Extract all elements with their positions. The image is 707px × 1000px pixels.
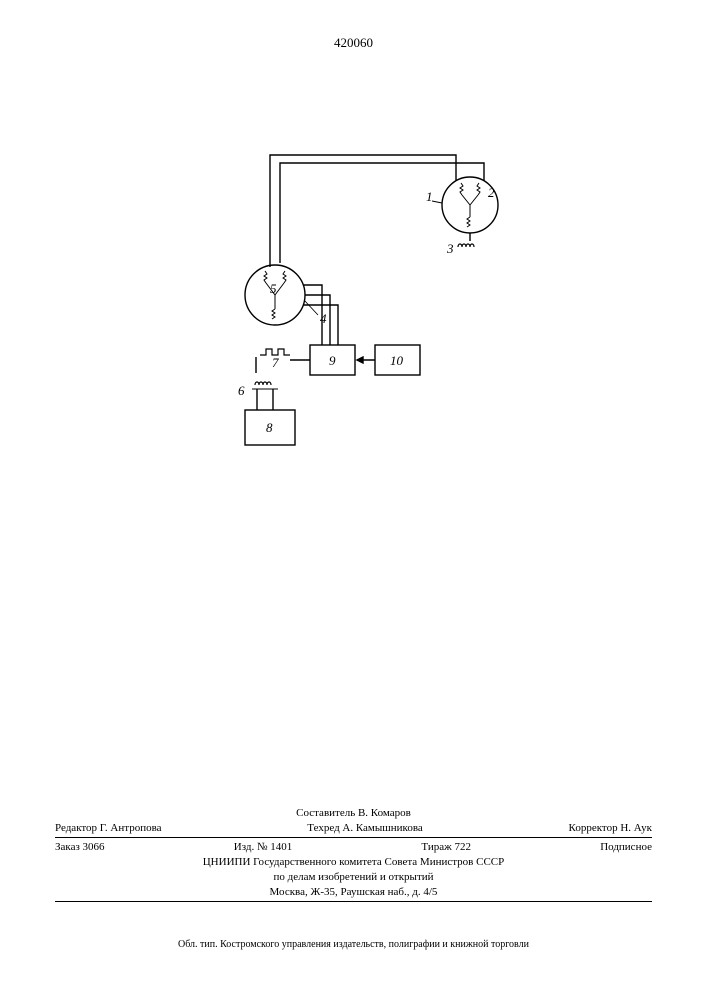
footer-order: Заказ 3066: [55, 841, 105, 853]
diagram-label-6: 6: [238, 383, 245, 398]
footer-bottom: Обл. тип. Костромского управления издате…: [55, 939, 652, 950]
footer-org1: ЦНИИПИ Государственного комитета Совета …: [55, 856, 652, 868]
footer: Составитель В. Комаров Редактор Г. Антро…: [55, 804, 652, 905]
footer-tirazh: Тираж 722: [421, 841, 471, 853]
footer-izd: Изд. № 1401: [234, 841, 292, 853]
footer-compiler: Составитель В. Комаров: [55, 807, 652, 819]
diagram-label-10: 10: [390, 353, 404, 368]
footer-org3: Москва, Ж-35, Раушская наб., д. 4/5: [55, 886, 652, 898]
footer-techred: Техред А. Камышникова: [307, 822, 422, 834]
footer-sign: Подписное: [600, 841, 652, 853]
diagram-label-7: 7: [272, 355, 279, 370]
diagram-label-2: 2: [488, 185, 495, 200]
footer-corrector: Корректор Н. Аук: [569, 822, 652, 834]
footer-editor: Редактор Г. Антропова: [55, 822, 162, 834]
diagram-label-9: 9: [329, 353, 336, 368]
schematic-diagram: 1 2 3 4 5 6 7 8 9 10: [210, 145, 530, 505]
footer-org2: по делам изобретений и открытий: [55, 871, 652, 883]
diagram-label-3: 3: [446, 241, 454, 256]
diagram-label-4: 4: [320, 311, 327, 326]
diagram-label-8: 8: [266, 420, 273, 435]
diagram-label-5: 5: [270, 281, 277, 296]
diagram-label-1: 1: [426, 189, 433, 204]
page-number: 420060: [0, 35, 707, 51]
